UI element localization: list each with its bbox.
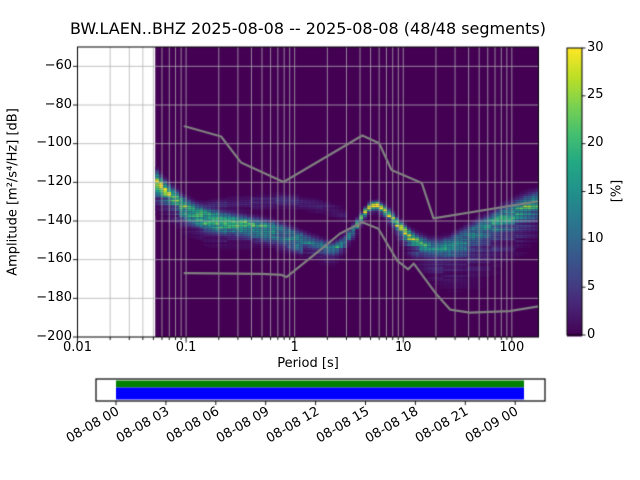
x-axis-label: Period [s] [277, 356, 339, 371]
colorbar-tick-label: 15 [587, 183, 604, 198]
x-tick-label: 10 [394, 340, 412, 355]
y-tick-label: −120 [36, 173, 72, 189]
colorbar-tick-label: 5 [587, 278, 596, 294]
y-tick-label: −200 [36, 328, 72, 344]
y-tick-label: −100 [36, 135, 72, 151]
y-tick-label: −60 [44, 57, 72, 73]
y-tick-label: −160 [36, 251, 72, 267]
colorbar-tick-label: 30 [587, 39, 604, 55]
y-axis-label: Amplitude [m²/s⁴/Hz] [dB] [5, 108, 21, 276]
x-tick-label: 0.01 [63, 340, 92, 355]
y-tick-label: −80 [44, 96, 72, 112]
colorbar-tick-label: 0 [587, 326, 596, 342]
x-tick-label: 100 [499, 340, 525, 355]
y-tick-label: −140 [36, 212, 72, 228]
y-tick-label: −180 [36, 289, 72, 305]
x-tick-label: 1 [290, 340, 299, 355]
colorbar-tick-label: 10 [587, 230, 604, 246]
colorbar-tick-label: 25 [587, 87, 604, 103]
x-tick-label: 0.1 [175, 340, 197, 355]
plot-title: BW.LAEN..BHZ 2025-08-08 -- 2025-08-08 (4… [70, 19, 546, 38]
colorbar-tick-label: 20 [587, 135, 604, 151]
